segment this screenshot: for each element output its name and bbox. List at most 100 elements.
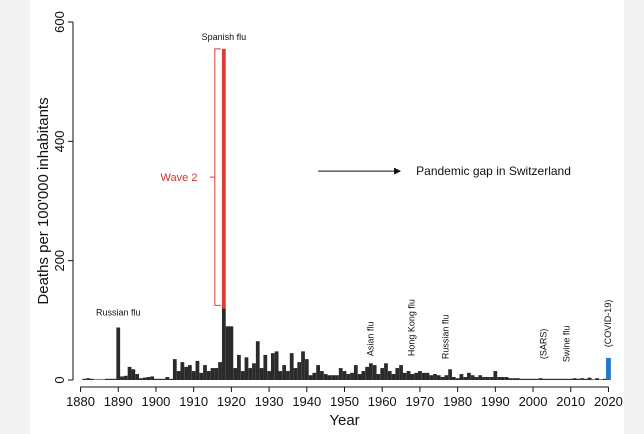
- bar-1938: [297, 362, 302, 380]
- x-axis-title: Year: [329, 412, 359, 429]
- bar-1964: [395, 368, 400, 380]
- bar-1933: [278, 371, 283, 380]
- x-tick-label-1900: 1900: [141, 394, 170, 409]
- annotation-hong-kong-flu: Hong Kong flu: [407, 299, 417, 356]
- wave-2-bracket: [209, 48, 221, 306]
- y-tick-label-600: 600: [52, 11, 67, 33]
- bar-1929: [263, 354, 268, 380]
- bar-2013: [580, 378, 584, 380]
- bar-2009: [565, 378, 569, 380]
- bar-1954: [357, 374, 362, 380]
- bar-2017: [595, 378, 600, 380]
- bar-1919: [225, 326, 230, 380]
- bar-1971: [421, 372, 426, 380]
- bar-1956: [365, 366, 370, 380]
- bar-1900: [154, 378, 158, 380]
- bar-1959: [376, 374, 381, 380]
- x-tick-label-1980: 1980: [443, 394, 472, 409]
- bar-1925: [248, 368, 253, 380]
- bar-2002: [538, 378, 543, 380]
- bar-1981: [459, 374, 464, 380]
- bar-2016: [591, 379, 596, 381]
- x-tick-label-1890: 1890: [104, 394, 133, 409]
- bar-1903: [165, 377, 170, 380]
- bar-1967: [406, 371, 411, 380]
- x-tick-label-1880: 1880: [66, 394, 95, 409]
- bar-1979: [451, 377, 456, 380]
- bar-1932: [274, 351, 279, 380]
- x-tick-label-1960: 1960: [368, 394, 397, 409]
- bar-1886: [101, 379, 106, 381]
- bar-1911: [195, 360, 200, 380]
- bar-1961: [384, 363, 388, 380]
- bar-1897: [142, 377, 147, 380]
- bar-1926: [252, 363, 256, 380]
- bar-1882: [86, 378, 90, 380]
- bar-1942: [312, 372, 317, 380]
- bar-1965: [399, 365, 403, 380]
- bar-1915: [210, 368, 215, 380]
- bar-1892: [123, 375, 128, 380]
- bar-1939: [301, 351, 305, 380]
- bar-2014: [583, 378, 588, 380]
- bar-1949: [338, 368, 343, 380]
- bar-1950: [342, 371, 347, 380]
- bar-1969: [414, 372, 419, 380]
- bar-2007: [557, 378, 562, 380]
- y-tick-label-200: 200: [52, 250, 67, 272]
- bar-1997: [519, 378, 524, 380]
- bar-1894: [131, 369, 136, 380]
- annotation-russian-flu: Russian flu: [96, 308, 141, 318]
- bar-2006: [553, 378, 558, 380]
- bar-1908: [184, 366, 189, 380]
- bar-2019: [602, 378, 607, 380]
- bar-1896: [138, 378, 143, 380]
- bar-1987: [482, 377, 486, 380]
- x-tick-label-1940: 1940: [292, 394, 321, 409]
- bar-1890: [116, 327, 121, 380]
- bar-1944: [319, 371, 324, 380]
- bar-1957: [369, 363, 373, 380]
- pandemic-gap-arrow-head: [394, 167, 402, 175]
- annotation-sars: (SARS): [539, 329, 549, 360]
- bar-1916: [214, 368, 219, 380]
- bar-1958: [372, 365, 377, 380]
- bar-1883: [89, 378, 94, 380]
- bar-1893: [127, 366, 132, 380]
- x-tick-label-2000: 2000: [519, 394, 548, 409]
- bar-1951: [346, 374, 351, 380]
- bars-layer: [82, 48, 611, 381]
- bar-2003: [542, 378, 547, 380]
- bar-1978: [448, 369, 452, 380]
- bar-2001: [534, 378, 539, 380]
- x-tick-label-2020: 2020: [594, 394, 623, 409]
- bar-1976: [440, 377, 445, 380]
- bar-1945: [323, 374, 328, 380]
- bar-1946: [327, 375, 332, 380]
- bar-1881: [82, 378, 87, 380]
- bar-1934: [282, 365, 287, 380]
- bar-1907: [180, 362, 185, 380]
- bar-1988: [485, 377, 490, 380]
- bar-1941: [308, 375, 313, 380]
- bar-1920: [229, 326, 234, 380]
- bar-1982: [463, 377, 468, 380]
- bar-1923: [240, 371, 245, 380]
- bar-1977: [444, 375, 449, 380]
- bar-2012: [576, 378, 581, 380]
- bar-1983: [467, 372, 471, 380]
- bar-1989: [489, 377, 494, 380]
- annotation-spanish-flu: Spanish flu: [202, 32, 247, 42]
- y-tick-label-400: 400: [52, 130, 67, 152]
- x-tick-label-1930: 1930: [255, 394, 284, 409]
- annotation-russian-flu: Russian flu: [441, 315, 451, 360]
- bar-1935: [286, 371, 290, 380]
- bar-1980: [455, 378, 460, 380]
- bar-1891: [120, 376, 124, 380]
- bar-1910: [191, 371, 196, 380]
- x-tick-label-1950: 1950: [330, 394, 359, 409]
- bar-1991: [497, 377, 501, 380]
- bar-2010: [568, 378, 573, 380]
- bar-1948: [335, 375, 339, 380]
- bar-1914: [206, 371, 211, 380]
